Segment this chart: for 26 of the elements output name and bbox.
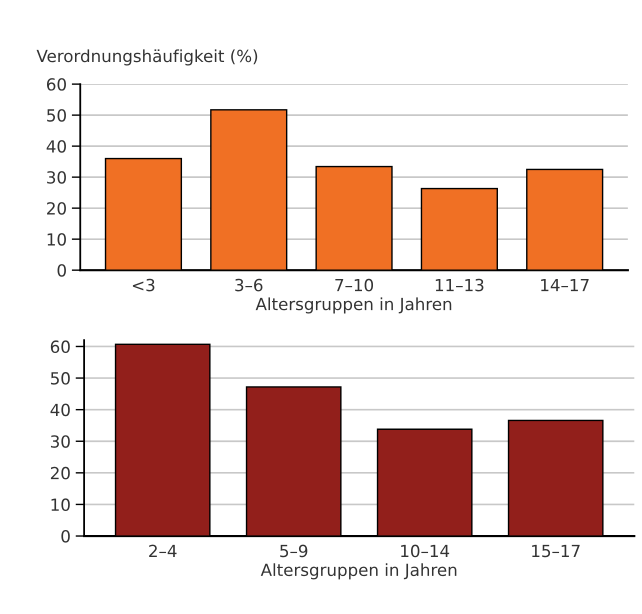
y-tick-label: 10: [52, 498, 70, 511]
x-tick-label: 15–17: [532, 544, 580, 558]
y-axis-title: Verordnungshäufigkeit (%): [36, 49, 258, 66]
y-tick-label: 20: [47, 202, 66, 215]
y-tick-label: 60: [50, 340, 70, 354]
x-tick-label: <3: [132, 278, 154, 292]
y-tick-label: 0: [61, 530, 70, 543]
y-tick-label: 60: [47, 78, 66, 91]
x-tick-label: 14–17: [541, 279, 589, 292]
x-axis-title: Altersgruppen in Jahren: [260, 563, 456, 580]
x-tick-label: 2–4: [149, 544, 177, 558]
x-tick-label: 7–10: [335, 278, 374, 292]
x-tick-label: 11–13: [436, 278, 484, 292]
y-tick-label: 40: [50, 404, 70, 416]
y-tick-label: 40: [46, 140, 66, 153]
y-tick-label: 10: [48, 233, 66, 246]
x-tick-label: 5–9: [280, 544, 308, 558]
y-tick-label: 30: [50, 435, 70, 448]
y-tick-label: 30: [47, 171, 66, 184]
y-tick-label: 20: [50, 466, 70, 480]
x-tick-label: 3–6: [235, 278, 262, 292]
x-axis-title: Altersgruppen in Jahren: [256, 297, 452, 314]
y-tick-label: 0: [58, 264, 66, 277]
y-tick-label: 50: [47, 109, 66, 122]
y-tick-label: 50: [50, 372, 70, 385]
x-tick-label: 10–14: [401, 544, 450, 558]
